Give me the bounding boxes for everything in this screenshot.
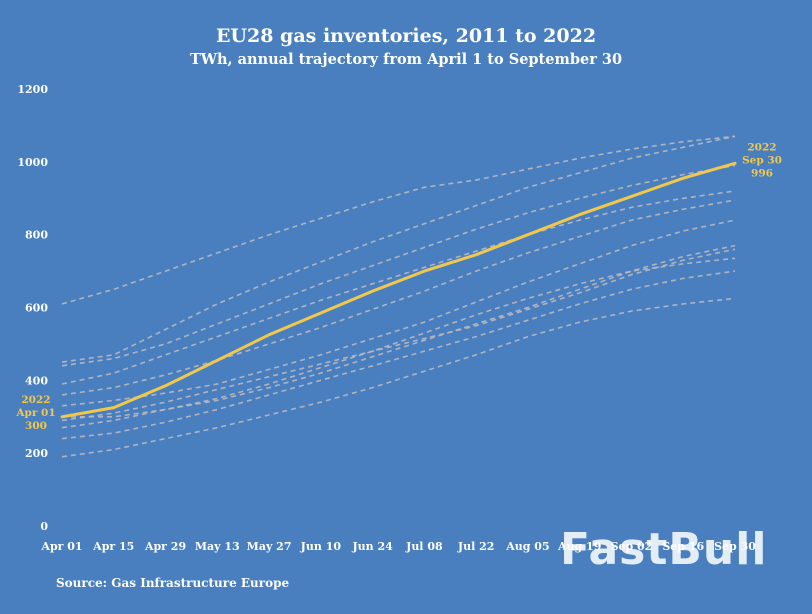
chart-subtitle: TWh, annual trajectory from April 1 to S… <box>190 51 622 68</box>
x-tick-label: Apr 29 <box>144 540 186 553</box>
series-line <box>61 135 736 363</box>
series-line <box>61 297 736 458</box>
annotation-label: Apr 01 <box>15 407 55 419</box>
series-line <box>61 219 736 407</box>
x-tick-label: Sep 16 <box>662 540 704 553</box>
source-note: Source: Gas Infrastructure Europe <box>56 576 289 590</box>
y-tick-label: 400 <box>25 374 48 387</box>
x-tick-label: Sep 02 <box>611 540 653 553</box>
annotation-label: 300 <box>25 420 47 432</box>
series-line <box>61 248 736 422</box>
series-line <box>61 135 736 305</box>
series-line <box>61 190 736 385</box>
x-tick-label: Aug 19 <box>557 540 601 553</box>
annotation-label: Sep 30 <box>742 154 782 166</box>
series-line <box>61 270 736 440</box>
annotation-label: 2022 <box>21 394 50 406</box>
y-tick-label: 800 <box>25 229 48 242</box>
x-tick-label: May 13 <box>195 540 240 553</box>
x-axis-ticks: Apr 01 Apr 15 Apr 29 May 13 May 27 Jun 10 Jun … <box>40 540 756 553</box>
y-tick-label: 200 <box>25 447 48 460</box>
x-tick-label: Apr 01 <box>40 540 82 553</box>
chart-title: EU28 gas inventories, 2011 to 2022 <box>216 25 596 47</box>
y-tick-label: 1000 <box>17 156 48 169</box>
x-tick-label: Jun 10 <box>300 540 342 553</box>
y-tick-label: 1200 <box>17 83 48 96</box>
annotation-label: 2022 <box>747 141 776 153</box>
series-line <box>62 244 736 418</box>
annotation-label: 996 <box>751 167 773 179</box>
x-tick-label: Jul 22 <box>457 540 495 553</box>
x-tick-label: Jul 08 <box>405 540 443 553</box>
y-tick-label: 600 <box>25 302 48 315</box>
x-tick-label: Apr 15 <box>92 540 134 553</box>
y-axis-ticks: 0 200 400 600 800 1000 1200 <box>17 83 48 533</box>
x-tick-label: Aug 05 <box>505 540 549 553</box>
series-line <box>61 199 736 396</box>
x-tick-label: Jun 24 <box>351 540 393 553</box>
y-tick-label: 0 <box>40 520 48 533</box>
x-tick-label: Sep 30 <box>714 540 756 553</box>
series-lines <box>60 135 737 458</box>
series-line <box>61 164 736 367</box>
x-tick-label: May 27 <box>247 540 292 553</box>
series-line-highlight <box>60 161 737 419</box>
watermark-logo: FastBull <box>560 524 767 575</box>
